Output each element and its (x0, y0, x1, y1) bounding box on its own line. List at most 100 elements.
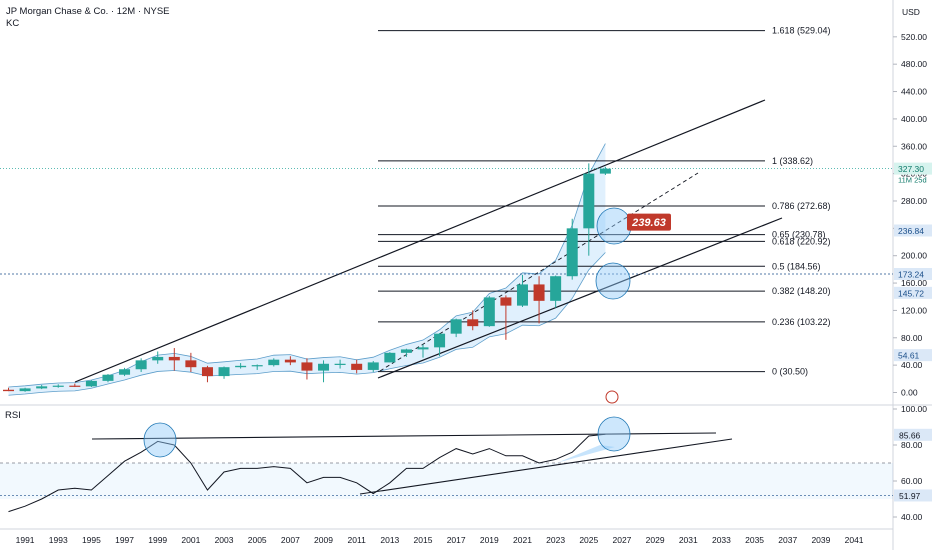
rsi-tick-label: 40.00 (901, 512, 923, 522)
candle (201, 365, 213, 383)
candle (235, 363, 247, 369)
x-tick-label: 2027 (612, 535, 631, 545)
candle (19, 387, 31, 392)
candle (533, 276, 545, 324)
rsi-tag-bg (894, 489, 932, 502)
x-tick-label: 2009 (314, 535, 333, 545)
y-tick-label: 160.00 (901, 278, 927, 288)
candle (36, 384, 48, 390)
candle-body (168, 356, 180, 361)
candle-body (384, 352, 396, 363)
candle-body (550, 276, 562, 301)
candle (450, 318, 462, 338)
candle (268, 358, 280, 367)
indicator-label: KC (6, 18, 19, 29)
currency-label[interactable]: USD (902, 7, 920, 17)
candle-body (102, 374, 114, 381)
candle-body (351, 363, 363, 370)
x-tick-label: 2029 (646, 535, 665, 545)
candles (3, 163, 611, 392)
x-tick-label: 2007 (281, 535, 300, 545)
x-tick-label: 2025 (579, 535, 598, 545)
price-tag-bg (894, 286, 932, 299)
candle-body (467, 319, 479, 327)
candle-body (152, 356, 164, 361)
x-tick-label: 1995 (82, 535, 101, 545)
price-tag-text: 236.84 (898, 226, 924, 236)
price-tag-bg (894, 349, 932, 362)
candle-body (318, 363, 330, 371)
candle-body (483, 297, 495, 327)
rsi-tag-text: 85.66 (899, 430, 921, 440)
x-tick-label: 1997 (115, 535, 134, 545)
fib-level-label: 0.236 (103.22) (772, 317, 831, 327)
highlight-circle (595, 262, 631, 300)
fib-level-label: 0.786 (272.68) (772, 201, 831, 211)
x-tick-label: 2031 (679, 535, 698, 545)
candle (599, 166, 611, 175)
candle-body (218, 367, 230, 377)
rsi-tick-label: 80.00 (901, 440, 923, 450)
rsi-line (8, 433, 606, 513)
candle (500, 295, 512, 340)
x-tick-label: 2039 (811, 535, 830, 545)
rsi-tag-text: 51.97 (899, 491, 921, 501)
chart-title: JP Morgan Chase & Co. · 12M · NYSE (6, 6, 170, 17)
candle-body (599, 168, 611, 174)
y-tick-label: 40.00 (901, 360, 923, 370)
x-tick-label: 2023 (546, 535, 565, 545)
y-tick-label: 80.00 (901, 333, 923, 343)
candle-body (284, 359, 296, 363)
candle-body (85, 380, 97, 387)
candle (483, 296, 495, 327)
candle (69, 383, 81, 388)
y-tick-label: 520.00 (901, 32, 927, 42)
rsi-tick-label: 100.00 (901, 404, 927, 414)
rsi-label: RSI (5, 410, 21, 421)
price-tag-bg (894, 162, 932, 175)
y-tick-label: 120.00 (901, 305, 927, 315)
highlight-circle (596, 207, 632, 245)
candle-body (235, 365, 247, 368)
candle-body (251, 365, 263, 367)
x-tick-label: 2017 (447, 535, 466, 545)
candle (583, 163, 595, 256)
x-tick-label: 2013 (380, 535, 399, 545)
x-tick-label: 2041 (845, 535, 864, 545)
candle-body (185, 360, 197, 368)
countdown-label: 11M 25d (898, 176, 927, 185)
candle (119, 367, 131, 377)
fib-level-label: 0 (30.50) (772, 367, 808, 377)
candle-body (301, 362, 313, 371)
x-tick-label: 1999 (148, 535, 167, 545)
candle (367, 361, 379, 372)
fib-level-label: 1.618 (529.04) (772, 26, 831, 36)
candle (318, 360, 330, 383)
x-tick-label: 2019 (480, 535, 499, 545)
y-tick-label: 400.00 (901, 114, 927, 124)
fib-level-label: 0.5 (184.56) (772, 261, 821, 271)
price-tag-text: 145.72 (898, 288, 924, 298)
x-tick-label: 2035 (745, 535, 764, 545)
x-tick-label: 2033 (712, 535, 731, 545)
candle (168, 348, 180, 371)
candle (52, 384, 64, 388)
candle (566, 218, 578, 280)
rsi-highlight-circle (143, 422, 177, 458)
event-marker-icon (605, 390, 619, 404)
rsi-highlight-circle (597, 416, 631, 452)
rsi-pane (0, 416, 893, 513)
candle-body (19, 388, 31, 392)
rsi-tick-label: 60.00 (901, 476, 923, 486)
labels: 239.63 327.30 236.84 173.24 145.72 54.61 11M 2… (605, 162, 932, 502)
candle (135, 358, 147, 372)
candle-body (334, 363, 346, 365)
candle (185, 352, 197, 372)
candle (334, 359, 346, 369)
x-tick-label: 1993 (49, 535, 68, 545)
x-tick-label: 2037 (778, 535, 797, 545)
candle-body (417, 347, 429, 350)
candle-body (69, 385, 81, 387)
